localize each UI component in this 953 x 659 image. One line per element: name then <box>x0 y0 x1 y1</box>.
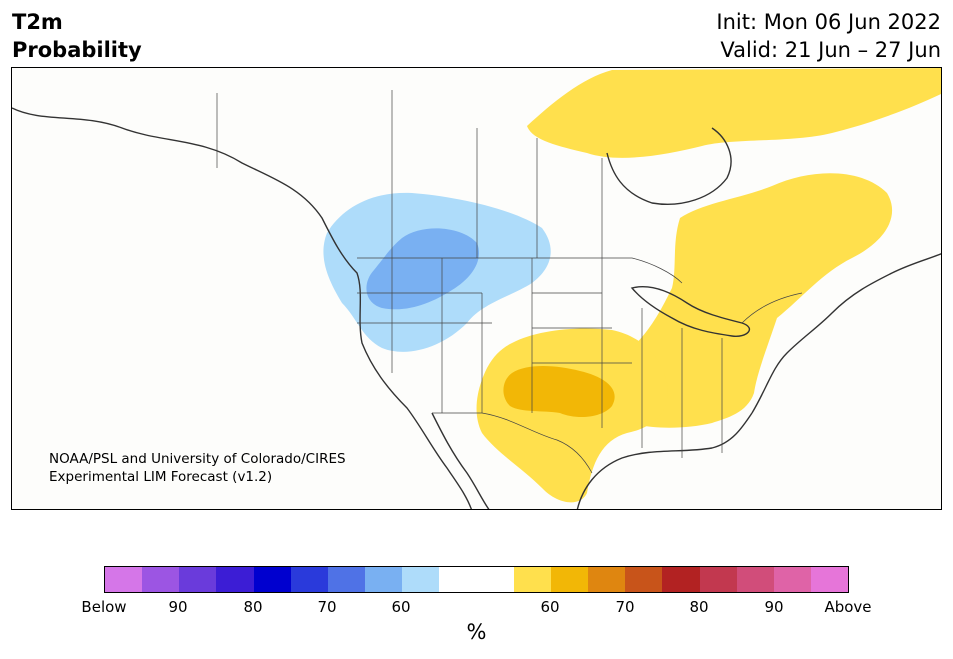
colorbar-tick-label: 80 <box>243 598 263 616</box>
us-mexico-border <box>432 412 593 474</box>
colorbar-segment-7 <box>365 567 403 592</box>
colorbar-segment-17 <box>736 567 774 592</box>
colorbar-segment-19 <box>810 567 849 592</box>
above-70-region <box>503 366 615 418</box>
below-70-region <box>366 228 480 310</box>
atlantic-coastline <box>751 253 941 414</box>
colorbar-tick-label: 60 <box>391 598 411 616</box>
colorbar-segment-4 <box>253 567 291 592</box>
valid-dates: Valid: 21 Jun – 27 Jun <box>720 38 941 62</box>
pacific-coastline <box>12 107 472 509</box>
colorbar-segment-9 <box>439 567 477 592</box>
colorbar-tick-label: 90 <box>764 598 784 616</box>
colorbar-tick-label: Above <box>824 598 872 616</box>
gulf-coastline <box>576 412 753 509</box>
colorbar-segment-18 <box>773 567 811 592</box>
colorbar-segment-1 <box>142 567 180 592</box>
probability-shading <box>323 68 941 503</box>
us-canada-border-east <box>741 292 803 324</box>
colorbar-segment-3 <box>216 567 254 592</box>
canada-provinces <box>216 90 603 258</box>
coastlines <box>12 107 941 509</box>
great-lakes-outline <box>630 286 751 337</box>
colorbar-segment-6 <box>327 567 366 592</box>
colorbar-segment-11 <box>513 567 551 592</box>
colorbar-segment-14 <box>625 567 663 592</box>
colorbar-segment-16 <box>699 567 737 592</box>
credit-line-2: Experimental LIM Forecast (v1.2) <box>49 469 273 485</box>
colorbar-tick-label: Below <box>81 598 127 616</box>
colorbar-unit: % <box>466 620 487 644</box>
north-america-map <box>12 68 941 509</box>
forecast-dates: Init: Mon 06 Jun 2022 Valid: 21 Jun – 27… <box>716 8 941 64</box>
title-variable: T2m <box>12 10 63 34</box>
colorbar-segment-10 <box>476 567 514 592</box>
us-states-west <box>357 258 533 413</box>
colorbar-segment-15 <box>662 567 700 592</box>
map-panel <box>11 67 942 510</box>
colorbar-segment-13 <box>588 567 626 592</box>
credit-text: NOAA/PSL and University of Colorado/CIRE… <box>49 450 346 486</box>
boundaries <box>216 90 803 474</box>
colorbar-segment-12 <box>550 567 589 592</box>
colorbar-tick-label: 70 <box>615 598 635 616</box>
init-date: Init: Mon 06 Jun 2022 <box>716 10 941 34</box>
hudson-bay-coastline <box>606 127 732 205</box>
colorbar-segment-8 <box>402 567 440 592</box>
above-60-east <box>609 173 893 428</box>
us-states-central <box>532 258 723 458</box>
colorbar-segment-5 <box>290 567 328 592</box>
colorbar-tick-label: 80 <box>689 598 709 616</box>
colorbar-tick-label: 70 <box>317 598 337 616</box>
colorbar-tick-label: 60 <box>540 598 560 616</box>
above-60-north-canada <box>527 68 941 158</box>
colorbar-ticks: Below 90 80 70 60 60 70 80 90 Above <box>0 598 953 618</box>
baja-coastline <box>431 412 490 509</box>
colorbar-segment-0 <box>105 567 143 592</box>
us-canada-border <box>357 257 683 284</box>
colorbar-segment-2 <box>179 567 217 592</box>
colorbar-tick-label: 90 <box>168 598 188 616</box>
chart-title: T2m Probability <box>12 8 142 64</box>
colorbar <box>104 566 849 593</box>
credit-line-1: NOAA/PSL and University of Colorado/CIRE… <box>49 451 346 467</box>
title-type: Probability <box>12 38 142 62</box>
